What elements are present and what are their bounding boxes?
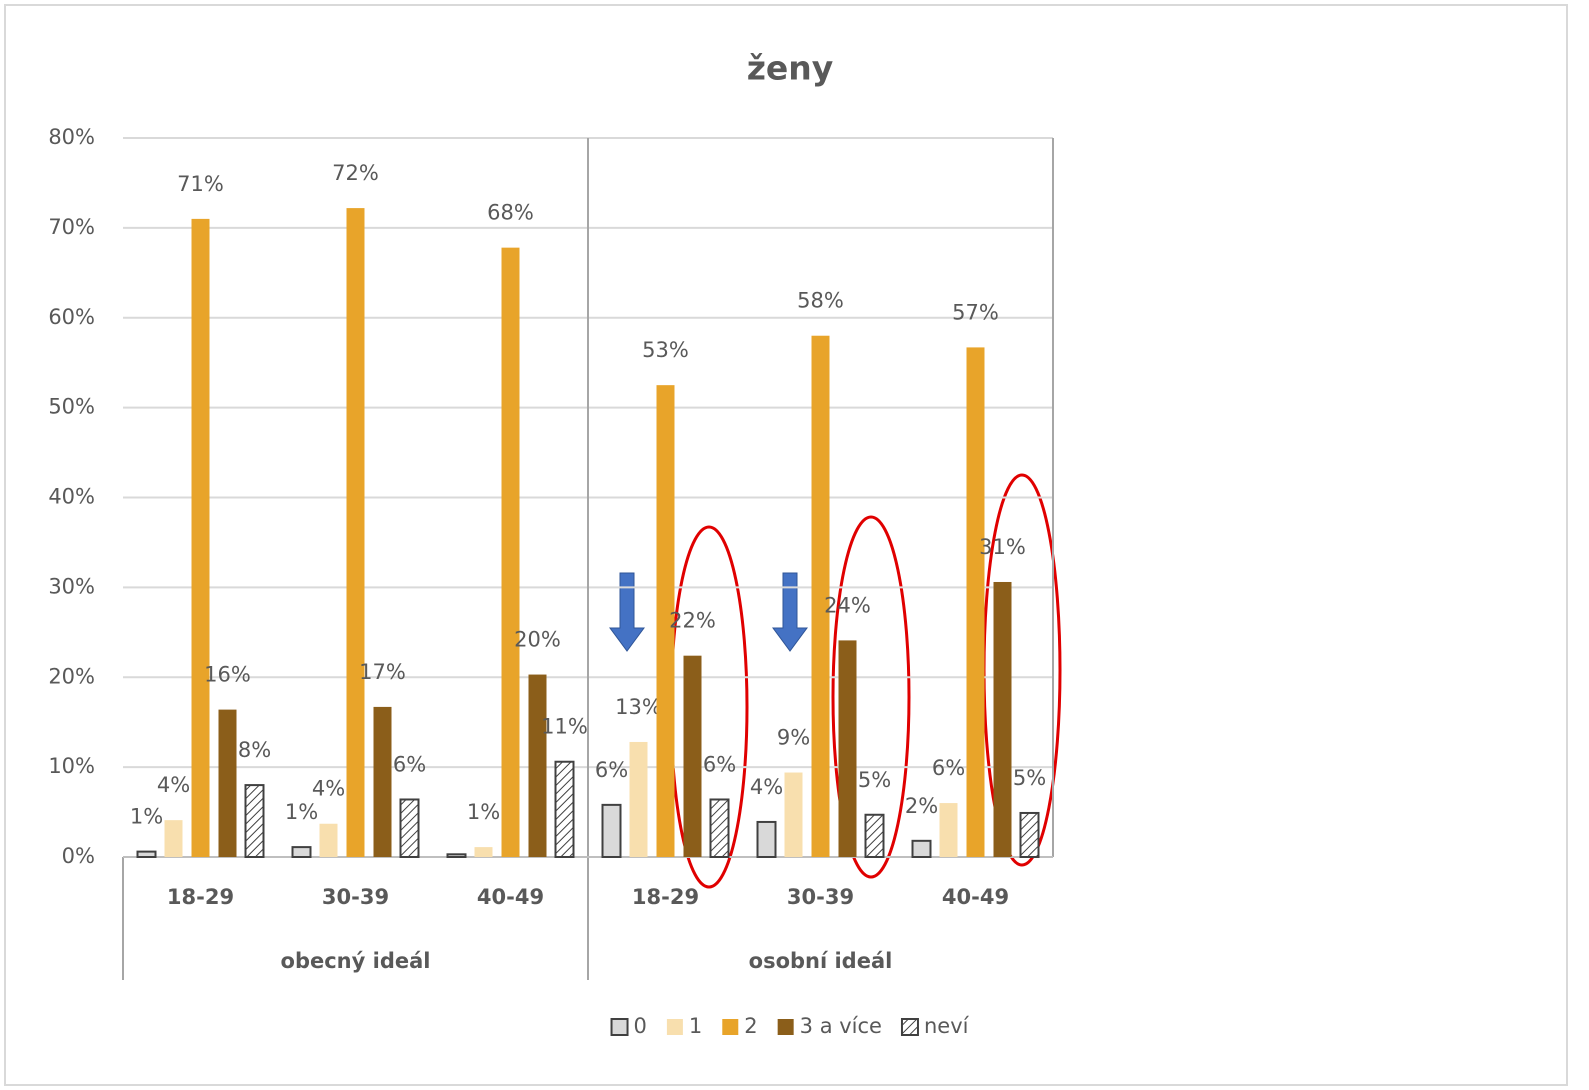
value-label: 72% — [332, 161, 379, 185]
x-tick-label: 18-29 — [167, 885, 234, 909]
value-label: 13% — [615, 695, 662, 719]
value-label: 1% — [467, 800, 500, 824]
bar — [164, 820, 183, 857]
value-label: 53% — [642, 338, 689, 362]
value-label: 4% — [750, 775, 783, 799]
bar — [244, 784, 265, 858]
legend-label: neví — [924, 1014, 970, 1038]
group-label: osobní ideál — [749, 949, 893, 973]
bar — [911, 839, 932, 859]
x-tick-label: 40-49 — [477, 885, 544, 909]
legend-swatch — [722, 1019, 739, 1035]
highlight-ellipse — [831, 515, 911, 879]
legend-swatch — [666, 1019, 683, 1035]
bar — [291, 846, 312, 859]
value-label: 2% — [905, 794, 938, 818]
value-label: 31% — [979, 535, 1026, 559]
chart-frame — [4, 4, 1568, 1086]
bar — [373, 706, 392, 857]
arrow — [772, 572, 808, 652]
value-label: 5% — [858, 768, 891, 792]
value-label: 6% — [703, 752, 736, 776]
y-tick-label: 80% — [48, 125, 95, 149]
bar — [864, 813, 885, 858]
bar — [399, 798, 420, 858]
y-tick-label: 50% — [48, 395, 95, 419]
bar — [683, 655, 702, 857]
bar — [554, 760, 575, 858]
value-label: 20% — [514, 628, 561, 652]
bar — [191, 218, 210, 857]
value-label: 1% — [285, 800, 318, 824]
y-tick-label: 10% — [48, 754, 95, 778]
bar — [346, 208, 365, 858]
legend-label: 0 — [634, 1014, 647, 1038]
bar — [629, 741, 648, 857]
y-tick-label: 0% — [62, 844, 95, 868]
bar — [709, 798, 730, 858]
chart-title: ženy — [747, 49, 834, 88]
legend-label: 1 — [689, 1014, 702, 1038]
x-tick-label: 30-39 — [787, 885, 854, 909]
value-label: 1% — [130, 805, 163, 829]
legend-swatch — [610, 1018, 629, 1036]
bar — [784, 772, 803, 857]
value-label: 5% — [1013, 766, 1046, 790]
value-label: 71% — [177, 172, 224, 196]
value-label: 22% — [669, 609, 716, 633]
bar — [811, 335, 830, 858]
bar — [474, 847, 493, 857]
y-tick-label: 60% — [48, 305, 95, 329]
bar — [446, 853, 467, 859]
legend-swatch — [900, 1018, 919, 1036]
bar — [1019, 811, 1040, 858]
y-tick-label: 20% — [48, 664, 95, 688]
bar — [319, 823, 338, 857]
y-tick-label: 70% — [48, 215, 95, 239]
value-label: 8% — [238, 738, 271, 762]
legend: 0 1 2 3 a více neví — [610, 1014, 970, 1038]
bar — [993, 581, 1012, 857]
value-label: 16% — [204, 663, 251, 687]
y-tick-label: 30% — [48, 574, 95, 598]
bar — [656, 385, 675, 857]
bar — [528, 674, 547, 857]
value-label: 9% — [777, 726, 810, 750]
legend-swatch — [777, 1019, 794, 1035]
bar — [218, 709, 237, 857]
bar — [601, 803, 622, 858]
value-label: 6% — [595, 758, 628, 782]
bar — [136, 850, 157, 858]
bar — [966, 347, 985, 857]
value-label: 4% — [312, 777, 345, 801]
value-label: 4% — [157, 773, 190, 797]
value-label: 6% — [393, 752, 426, 776]
x-tick-label: 40-49 — [942, 885, 1009, 909]
bar — [939, 803, 958, 857]
value-label: 68% — [487, 201, 534, 225]
bar — [838, 640, 857, 857]
x-tick-label: 30-39 — [322, 885, 389, 909]
value-label: 6% — [932, 756, 965, 780]
value-label: 57% — [952, 300, 999, 324]
legend-label: 3 a více — [800, 1014, 882, 1038]
group-label: obecný ideál — [281, 949, 431, 973]
bar — [756, 820, 777, 858]
annotations — [609, 473, 1062, 889]
value-label: 58% — [797, 289, 844, 313]
value-label: 11% — [541, 715, 588, 739]
y-tick-label: 40% — [48, 485, 95, 509]
arrow — [609, 572, 645, 652]
value-label: 17% — [359, 660, 406, 684]
bar — [501, 247, 520, 857]
legend-label: 2 — [744, 1014, 757, 1038]
value-label: 24% — [824, 593, 871, 617]
x-tick-label: 18-29 — [632, 885, 699, 909]
